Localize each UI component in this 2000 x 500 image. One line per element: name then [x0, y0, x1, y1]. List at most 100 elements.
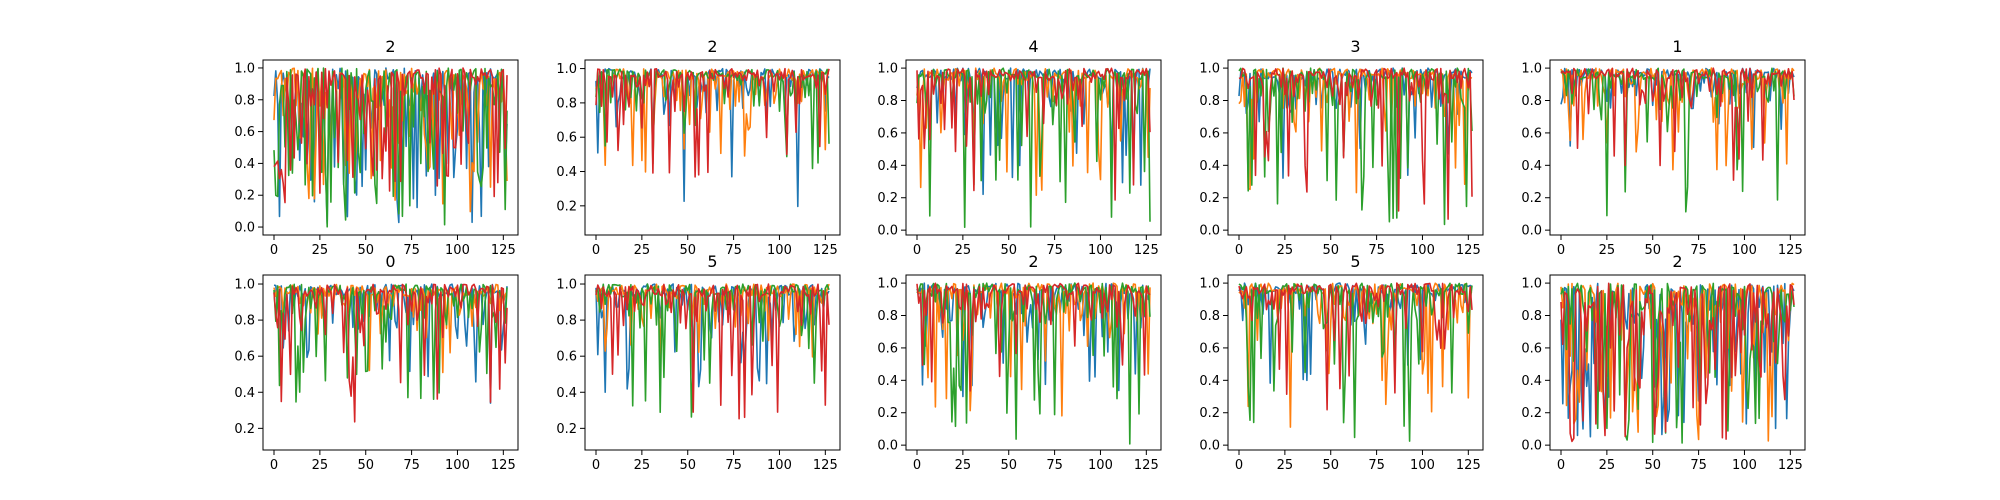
- x-tick-label: 50: [357, 243, 374, 258]
- x-tick-label: 50: [357, 458, 374, 473]
- y-tick-label: 0.0: [1199, 439, 1220, 454]
- x-tick-label: 0: [913, 458, 921, 473]
- axes-frame: [1227, 274, 1484, 451]
- y-tick-label: 0.4: [1199, 374, 1220, 389]
- x-tick-label: 125: [1778, 243, 1803, 258]
- x-tick-label: 25: [312, 458, 329, 473]
- y-tick-label: 0.6: [1521, 341, 1542, 356]
- x-tick-label: 100: [1088, 243, 1113, 258]
- y-tick-label: 1.0: [234, 278, 255, 293]
- y-tick-label: 0.8: [1521, 309, 1542, 324]
- y-tick-label: 0.6: [1521, 126, 1542, 141]
- y-tick-label: 0.4: [877, 374, 898, 389]
- y-tick-label: 0.8: [877, 94, 898, 109]
- y-tick-label: 0.4: [877, 159, 898, 174]
- subplot-title: 1: [1672, 37, 1682, 56]
- subplot-title: 5: [707, 252, 717, 271]
- y-tick-label: 0.0: [234, 221, 255, 236]
- axes-frame: [905, 59, 1162, 236]
- y-tick-label: 0.8: [877, 309, 898, 324]
- x-tick-label: 50: [1644, 458, 1661, 473]
- series-line-7-2: [916, 282, 1151, 445]
- subplot-1: 0 25 50 75 100 125 0.2 0.4 0.6 0.8 1.0 2: [556, 37, 841, 258]
- y-tick-label: 1.0: [1521, 277, 1542, 292]
- series-line-0-3: [273, 67, 508, 204]
- y-tick-label: 0.2: [556, 199, 577, 214]
- y-tick-label: 0.8: [234, 93, 255, 108]
- subplot-5: 0 25 50 75 100 125 0.2 0.4 0.6 0.8 1.0 0: [234, 252, 519, 473]
- subplot-title: 2: [707, 37, 717, 56]
- x-tick-label: 25: [634, 458, 651, 473]
- x-tick-label: 0: [1235, 243, 1243, 258]
- y-tick-label: 1.0: [877, 62, 898, 77]
- series-line-4-3: [1560, 67, 1795, 181]
- y-tick-label: 0.6: [877, 341, 898, 356]
- x-tick-label: 50: [1000, 458, 1017, 473]
- x-tick-label: 100: [1410, 243, 1435, 258]
- y-tick-label: 0.6: [234, 125, 255, 140]
- x-tick-label: 25: [1599, 458, 1616, 473]
- y-tick-label: 0.6: [1199, 126, 1220, 141]
- y-tick-label: 1.0: [234, 61, 255, 76]
- series-line-2-1: [916, 67, 1151, 196]
- x-tick-label: 50: [679, 243, 696, 258]
- y-tick-label: 0.0: [877, 439, 898, 454]
- x-tick-label: 75: [1368, 458, 1385, 473]
- x-tick-label: 75: [403, 458, 420, 473]
- series-line-6-3: [595, 283, 830, 420]
- y-tick-label: 0.8: [1521, 94, 1542, 109]
- y-tick-label: 1.0: [556, 62, 577, 77]
- x-tick-label: 100: [1732, 243, 1757, 258]
- x-tick-label: 25: [1277, 243, 1294, 258]
- x-tick-label: 75: [1046, 243, 1063, 258]
- x-tick-label: 50: [1644, 243, 1661, 258]
- series-line-9-3: [1560, 282, 1795, 443]
- series-line-1-3: [595, 67, 830, 178]
- x-tick-label: 125: [1134, 243, 1159, 258]
- y-tick-label: 0.0: [1521, 224, 1542, 239]
- x-tick-label: 50: [1000, 243, 1017, 258]
- y-tick-label: 0.6: [877, 126, 898, 141]
- series-line-5-3: [273, 283, 508, 423]
- y-tick-label: 0.2: [1521, 406, 1542, 421]
- y-tick-label: 0.4: [556, 165, 577, 180]
- x-tick-label: 100: [445, 458, 470, 473]
- axes-frame: [1549, 274, 1806, 451]
- y-tick-label: 1.0: [1521, 62, 1542, 77]
- axes-frame: [584, 59, 841, 236]
- x-tick-label: 125: [1134, 458, 1159, 473]
- x-tick-label: 75: [725, 458, 742, 473]
- y-tick-label: 0.4: [1521, 159, 1542, 174]
- series-line-7-3: [916, 282, 1151, 392]
- subplot-title: 2: [1028, 252, 1038, 271]
- y-tick-label: 0.4: [1199, 159, 1220, 174]
- series-line-3-2: [1238, 67, 1473, 226]
- x-tick-label: 125: [491, 458, 516, 473]
- x-tick-label: 25: [312, 243, 329, 258]
- x-tick-label: 25: [955, 458, 972, 473]
- x-tick-label: 0: [1557, 243, 1565, 258]
- subplot-6: 0 25 50 75 100 125 0.2 0.4 0.6 0.8 1.0 5: [556, 252, 841, 473]
- y-tick-label: 0.6: [556, 350, 577, 365]
- series-line-8-3: [1238, 282, 1473, 411]
- y-tick-label: 0.2: [556, 422, 577, 437]
- y-tick-label: 1.0: [556, 278, 577, 293]
- x-tick-label: 0: [592, 243, 600, 258]
- subplot-3: 0 25 50 75 100 125 0.0 0.2 0.4 0.6 0.8 1.0 3: [1199, 37, 1484, 258]
- y-tick-label: 0.2: [877, 406, 898, 421]
- x-tick-label: 0: [592, 458, 600, 473]
- axes-frame: [262, 59, 519, 236]
- y-tick-label: 0.2: [1521, 191, 1542, 206]
- subplot-0: 0 25 50 75 100 125 0.0 0.2 0.4 0.6 0.8 1.0 2: [234, 37, 519, 258]
- y-tick-label: 0.0: [1521, 439, 1542, 454]
- series-line-3-0: [1238, 67, 1473, 179]
- x-tick-label: 50: [1322, 458, 1339, 473]
- x-tick-label: 50: [679, 458, 696, 473]
- subplot-title: 2: [1672, 252, 1682, 271]
- subplot-4: 0 25 50 75 100 125 0.0 0.2 0.4 0.6 0.8 1.0 1: [1521, 37, 1806, 258]
- y-tick-label: 0.6: [234, 350, 255, 365]
- x-tick-label: 75: [1690, 458, 1707, 473]
- x-tick-label: 50: [1322, 243, 1339, 258]
- x-tick-label: 125: [1456, 458, 1481, 473]
